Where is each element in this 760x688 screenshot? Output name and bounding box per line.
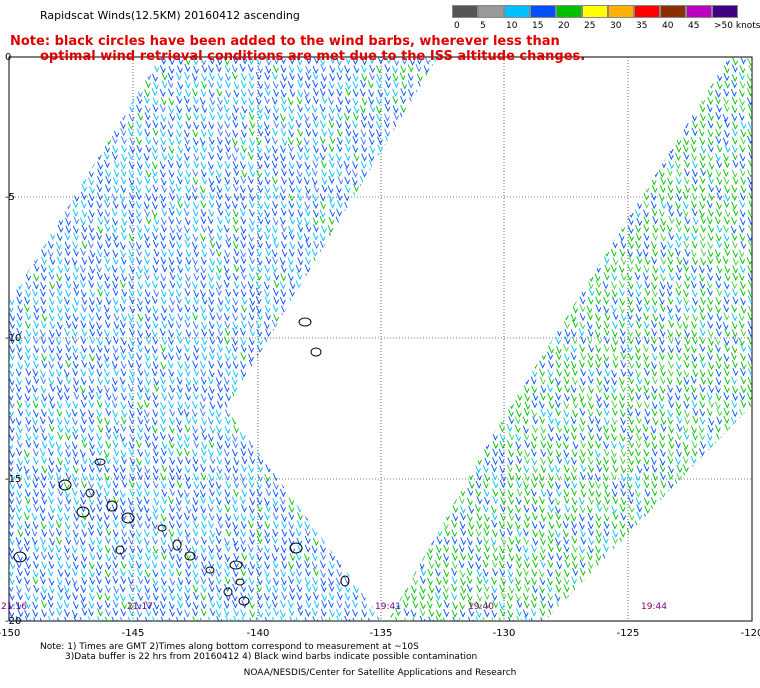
- island-outline: [229, 560, 243, 570]
- island-outline: [172, 539, 182, 551]
- colorbar-swatch: [478, 5, 504, 18]
- island-outline: [157, 524, 167, 532]
- island-outline: [289, 542, 303, 554]
- credit-line: NOAA/NESDIS/Center for Satellite Applica…: [243, 668, 517, 678]
- longitude-label: -145: [122, 628, 145, 639]
- wind-speed-colorbar: [452, 5, 738, 18]
- wind-barbs: [9, 57, 438, 621]
- colorbar-swatch: [504, 5, 530, 18]
- colorbar-label: 5: [480, 21, 486, 31]
- island-outline: [76, 506, 90, 518]
- wind-barbs: [388, 57, 752, 621]
- footer-note-2: 3)Data buffer is 22 hrs from 20160412 4)…: [65, 652, 478, 662]
- colorbar-label: 40: [662, 21, 674, 31]
- island-outline: [94, 458, 106, 466]
- wind-barbs: [388, 57, 752, 621]
- colorbar-label: 25: [584, 21, 596, 31]
- colorbar-swatch: [660, 5, 686, 18]
- colorbar-swatch: [556, 5, 582, 18]
- colorbar-swatch: [530, 5, 556, 18]
- colorbar-label: 15: [532, 21, 544, 31]
- colorbar-label: 0: [454, 21, 460, 31]
- longitude-label: -120: [741, 628, 760, 639]
- longitude-label: -135: [370, 628, 393, 639]
- pass-time-label: 19:41: [375, 602, 401, 612]
- wind-barbs: [9, 57, 438, 621]
- colorbar-label: 20: [558, 21, 570, 31]
- island-outline: [340, 575, 350, 587]
- colorbar-swatch: [634, 5, 660, 18]
- wind-barbs: [388, 57, 752, 621]
- map-frame: [8, 56, 753, 622]
- swath-east: [388, 57, 752, 621]
- island-outline: [235, 578, 245, 586]
- note-line-2: optimal wind retrieval conditions are me…: [40, 49, 586, 64]
- colorbar-swatch: [608, 5, 634, 18]
- wind-barbs: [388, 57, 752, 621]
- island-outline: [310, 347, 322, 357]
- island-outline: [106, 500, 118, 512]
- island-outline: [13, 551, 27, 563]
- island-outline: [115, 545, 125, 555]
- footer-note-1: Note: 1) Times are GMT 2)Times along bot…: [40, 642, 419, 652]
- colorbar-swatch: [582, 5, 608, 18]
- pass-time-label: 19:40: [468, 602, 494, 612]
- colorbar-label: 45: [688, 21, 700, 31]
- wind-barbs: [9, 57, 438, 621]
- colorbar-swatch: [686, 5, 712, 18]
- colorbar-label: 35: [636, 21, 648, 31]
- island-outline: [298, 317, 312, 327]
- longitude-label: -125: [617, 628, 640, 639]
- pass-time-label: 21:16: [1, 602, 27, 612]
- longitude-label: -130: [493, 628, 516, 639]
- colorbar-label: >50 knots: [714, 21, 760, 31]
- colorbar-label: 30: [610, 21, 622, 31]
- map-title: Rapidscat Winds(12.5KM) 20160412 ascendi…: [40, 9, 300, 22]
- island-outline: [58, 479, 72, 491]
- island-outline: [223, 587, 233, 597]
- swath-west: [9, 57, 438, 621]
- latitude-label: 0: [5, 52, 11, 63]
- latitude-label: -20: [5, 616, 21, 627]
- note-line-1: Note: black circles have been added to t…: [10, 34, 560, 49]
- island-outline: [205, 566, 215, 574]
- pass-time-label: 21:17: [127, 602, 153, 612]
- colorbar-swatch: [452, 5, 478, 18]
- colorbar-swatch: [712, 5, 738, 18]
- islands: [13, 317, 350, 606]
- longitude-label: -150: [0, 628, 20, 639]
- island-outline: [184, 551, 196, 561]
- island-outline: [121, 512, 135, 524]
- colorbar-label: 10: [506, 21, 518, 31]
- wind-barbs: [9, 57, 438, 621]
- island-outline: [238, 596, 250, 606]
- longitude-label: -140: [247, 628, 270, 639]
- island-outline: [85, 488, 95, 498]
- latitude-label: -15: [5, 474, 21, 485]
- pass-time-label: 19:44: [641, 602, 667, 612]
- latitude-label: -5: [5, 192, 15, 203]
- latitude-label: -10: [5, 333, 21, 344]
